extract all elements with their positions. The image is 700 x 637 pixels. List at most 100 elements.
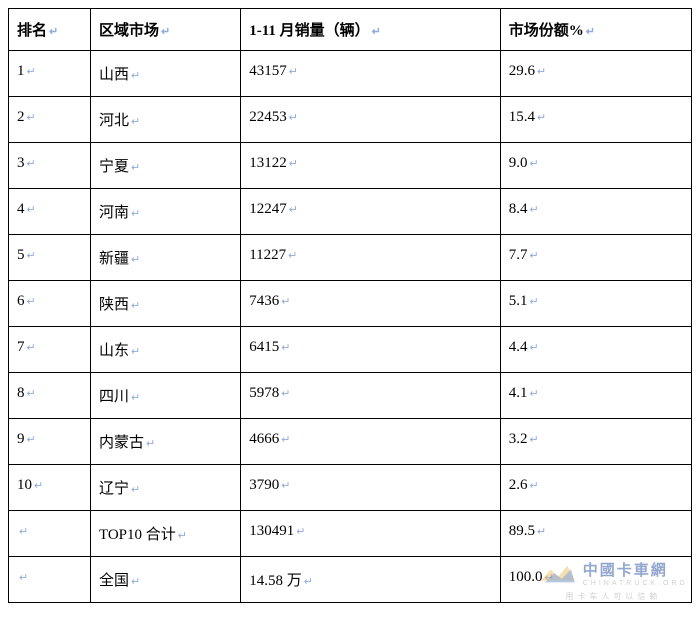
cell-marker-icon: ↵ [296, 526, 305, 538]
table-row: 1↵山西↵43157↵29.6↵ [9, 51, 692, 97]
cell-marker-icon: ↵ [131, 300, 140, 312]
cell-marker-icon: ↵ [34, 480, 43, 492]
table-row: 7↵山东↵6415↵4.4↵ [9, 327, 692, 373]
cell-marker-icon: ↵ [27, 250, 36, 262]
table-row: 9↵内蒙古↵4666↵3.2↵ [9, 419, 692, 465]
table-body: 1↵山西↵43157↵29.6↵2↵河北↵22453↵15.4↵3↵宁夏↵131… [9, 51, 692, 603]
cell-marker-icon: ↵ [281, 296, 290, 308]
cell-region: 辽宁↵ [90, 465, 240, 511]
cell-rank: 7↵ [9, 327, 91, 373]
cell-rank: 5↵ [9, 235, 91, 281]
table-row: 6↵陕西↵7436↵5.1↵ [9, 281, 692, 327]
cell-marker-icon: ↵ [537, 112, 546, 124]
cell-sales: 3790↵ [241, 465, 501, 511]
cell-rank: 8↵ [9, 373, 91, 419]
cell-marker-icon: ↵ [289, 66, 298, 78]
cell-marker-icon: ↵ [146, 438, 155, 450]
cell-rank: 1↵ [9, 51, 91, 97]
header-sales: 1-11 月销量（辆）↵ [241, 9, 501, 51]
cell-marker-icon: ↵ [372, 26, 381, 38]
cell-marker-icon: ↵ [281, 388, 290, 400]
cell-marker-icon: ↵ [161, 26, 170, 38]
table-row: 8↵四川↵5978↵4.1↵ [9, 373, 692, 419]
cell-region: TOP10 合计↵ [90, 511, 240, 557]
cell-rank: 9↵ [9, 419, 91, 465]
cell-region: 全国↵ [90, 557, 240, 603]
cell-share: 8.4↵ [500, 189, 691, 235]
sales-table: 排名↵ 区域市场↵ 1-11 月销量（辆）↵ 市场份额%↵ 1↵山西↵43157… [8, 8, 692, 603]
cell-region: 河北↵ [90, 97, 240, 143]
cell-marker-icon: ↵ [281, 342, 290, 354]
table-row: 10↵辽宁↵3790↵2.6↵ [9, 465, 692, 511]
cell-share: 15.4↵ [500, 97, 691, 143]
cell-region: 四川↵ [90, 373, 240, 419]
cell-marker-icon: ↵ [288, 250, 297, 262]
cell-rank: 4↵ [9, 189, 91, 235]
cell-marker-icon: ↵ [131, 392, 140, 404]
cell-region: 宁夏↵ [90, 143, 240, 189]
cell-marker-icon: ↵ [529, 388, 538, 400]
table-row: 3↵宁夏↵13122↵9.0↵ [9, 143, 692, 189]
cell-marker-icon: ↵ [529, 434, 538, 446]
cell-marker-icon: ↵ [27, 388, 36, 400]
table-row: 4↵河南↵12247↵8.4↵ [9, 189, 692, 235]
cell-share: 7.7↵ [500, 235, 691, 281]
cell-marker-icon: ↵ [529, 250, 538, 262]
cell-marker-icon: ↵ [304, 576, 313, 588]
cell-rank: 6↵ [9, 281, 91, 327]
table-row: ↵TOP10 合计↵130491↵89.5↵ [9, 511, 692, 557]
cell-rank: ↵ [9, 511, 91, 557]
cell-marker-icon: ↵ [27, 158, 36, 170]
cell-sales: 6415↵ [241, 327, 501, 373]
cell-sales: 12247↵ [241, 189, 501, 235]
cell-rank: ↵ [9, 557, 91, 603]
cell-share: 5.1↵ [500, 281, 691, 327]
cell-marker-icon: ↵ [27, 342, 36, 354]
cell-marker-icon: ↵ [131, 208, 140, 220]
cell-sales: 11227↵ [241, 235, 501, 281]
cell-share: 29.6↵ [500, 51, 691, 97]
cell-region: 河南↵ [90, 189, 240, 235]
cell-sales: 14.58 万↵ [241, 557, 501, 603]
header-rank: 排名↵ [9, 9, 91, 51]
cell-share: 9.0↵ [500, 143, 691, 189]
cell-share: 4.4↵ [500, 327, 691, 373]
cell-sales: 7436↵ [241, 281, 501, 327]
cell-sales: 13122↵ [241, 143, 501, 189]
cell-marker-icon: ↵ [27, 434, 36, 446]
cell-marker-icon: ↵ [529, 158, 538, 170]
table-row: 2↵河北↵22453↵15.4↵ [9, 97, 692, 143]
cell-marker-icon: ↵ [131, 162, 140, 174]
cell-sales: 130491↵ [241, 511, 501, 557]
cell-sales: 43157↵ [241, 51, 501, 97]
cell-marker-icon: ↵ [49, 26, 58, 38]
cell-marker-icon: ↵ [289, 112, 298, 124]
cell-region: 陕西↵ [90, 281, 240, 327]
cell-sales: 22453↵ [241, 97, 501, 143]
cell-marker-icon: ↵ [19, 572, 28, 584]
cell-marker-icon: ↵ [537, 66, 546, 78]
cell-marker-icon: ↵ [131, 576, 140, 588]
header-region: 区域市场↵ [90, 9, 240, 51]
cell-marker-icon: ↵ [27, 66, 36, 78]
cell-marker-icon: ↵ [27, 296, 36, 308]
cell-share: 89.5↵ [500, 511, 691, 557]
cell-marker-icon: ↵ [544, 572, 553, 584]
cell-region: 新疆↵ [90, 235, 240, 281]
cell-share: 100.0↵ [500, 557, 691, 603]
cell-marker-icon: ↵ [131, 254, 140, 266]
table-header-row: 排名↵ 区域市场↵ 1-11 月销量（辆）↵ 市场份额%↵ [9, 9, 692, 51]
cell-marker-icon: ↵ [131, 116, 140, 128]
cell-marker-icon: ↵ [281, 480, 290, 492]
cell-marker-icon: ↵ [131, 346, 140, 358]
cell-marker-icon: ↵ [537, 526, 546, 538]
cell-rank: 3↵ [9, 143, 91, 189]
cell-marker-icon: ↵ [586, 26, 595, 38]
cell-sales: 5978↵ [241, 373, 501, 419]
cell-marker-icon: ↵ [289, 158, 298, 170]
cell-region: 山西↵ [90, 51, 240, 97]
cell-marker-icon: ↵ [529, 296, 538, 308]
cell-marker-icon: ↵ [289, 204, 298, 216]
cell-marker-icon: ↵ [178, 530, 187, 542]
cell-marker-icon: ↵ [131, 484, 140, 496]
